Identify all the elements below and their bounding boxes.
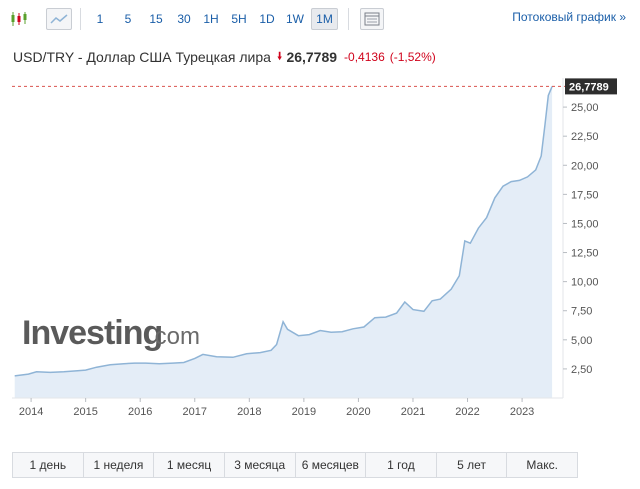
x-tick-label: 2018	[237, 406, 261, 418]
last-price: 26,7789	[286, 49, 338, 65]
range-1-day[interactable]: 1 день	[13, 453, 84, 477]
x-tick-label: 2019	[292, 406, 316, 418]
x-tick-label: 2016	[128, 406, 152, 418]
interval-1d[interactable]: 1D	[259, 12, 275, 26]
last-price-badge-label: 26,7789	[569, 81, 609, 93]
table-view-icon[interactable]	[360, 8, 384, 30]
chart-toolbar: 1 5 15 30 1H 5H 1D 1W 1M Потоковый графи…	[0, 0, 640, 38]
x-tick-label: 2023	[510, 406, 534, 418]
range-6-months[interactable]: 6 месяцев	[296, 453, 367, 477]
x-tick-label: 2020	[346, 406, 370, 418]
interval-30[interactable]: 30	[177, 12, 191, 26]
x-tick-label: 2014	[19, 406, 43, 418]
x-tick-label: 2015	[73, 406, 97, 418]
interval-5h[interactable]: 5H	[231, 12, 247, 26]
range-selector: 1 день 1 неделя 1 месяц 3 месяца 6 месяц…	[12, 452, 578, 478]
price-chart[interactable]: 2,50 5,00 7,50 10,00 12,50 15,00 17,50 20,00 22,…	[0, 78, 640, 430]
y-tick-label: 12,50	[571, 248, 599, 260]
toolbar-divider	[348, 8, 349, 30]
area-chart-icon[interactable]	[46, 8, 72, 30]
interval-1[interactable]: 1	[96, 12, 104, 26]
x-tick-label: 2017	[183, 406, 207, 418]
range-1-month[interactable]: 1 месяц	[154, 453, 225, 477]
y-tick-label: 25,00	[571, 102, 599, 114]
y-tick-label: 22,50	[571, 131, 599, 143]
price-change-percent: (-1,52%)	[389, 50, 436, 64]
x-tick-label: 2021	[401, 406, 425, 418]
interval-1h[interactable]: 1H	[203, 12, 219, 26]
last-price-badge	[565, 78, 617, 95]
y-tick-label: 2,50	[571, 364, 592, 376]
y-tick-label: 10,00	[571, 277, 599, 289]
y-tick-label: 15,00	[571, 218, 599, 230]
y-tick-label: 5,00	[571, 335, 592, 347]
range-max[interactable]: Макс.	[526, 458, 558, 472]
streaming-chart-link[interactable]: Потоковый график »	[512, 10, 626, 24]
range-5-years[interactable]: 5 лет	[437, 453, 508, 477]
investing-watermark-suffix: .com	[148, 323, 200, 350]
interval-15[interactable]: 15	[149, 12, 163, 26]
y-tick-label: 17,50	[571, 189, 599, 201]
interval-5[interactable]: 5	[124, 12, 132, 26]
candlestick-icon[interactable]	[8, 8, 30, 30]
price-change: -0,4136	[344, 50, 385, 64]
chart-canvas[interactable]: 2,50 5,00 7,50 10,00 12,50 15,00 17,50 20,00 22,…	[0, 78, 640, 430]
range-1-year[interactable]: 1 год	[366, 453, 437, 477]
x-tick-label: 2022	[455, 406, 479, 418]
down-arrow-icon: 🠛	[276, 50, 283, 63]
toolbar-divider	[80, 8, 81, 30]
range-1-week[interactable]: 1 неделя	[84, 453, 155, 477]
investing-watermark-logo: Investing	[22, 314, 162, 352]
price-line	[14, 86, 553, 377]
interval-1w[interactable]: 1W	[286, 12, 304, 26]
price-area-fill	[14, 86, 553, 399]
interval-1m[interactable]: 1M	[311, 8, 338, 30]
instrument-header: USD/TRY - Доллар США Турецкая лира 🠛 26,…	[13, 47, 436, 67]
y-tick-label: 7,50	[571, 306, 592, 318]
instrument-title: USD/TRY - Доллар США Турецкая лира	[13, 49, 271, 65]
range-3-months[interactable]: 3 месяца	[225, 453, 296, 477]
y-tick-label: 20,00	[571, 160, 599, 172]
